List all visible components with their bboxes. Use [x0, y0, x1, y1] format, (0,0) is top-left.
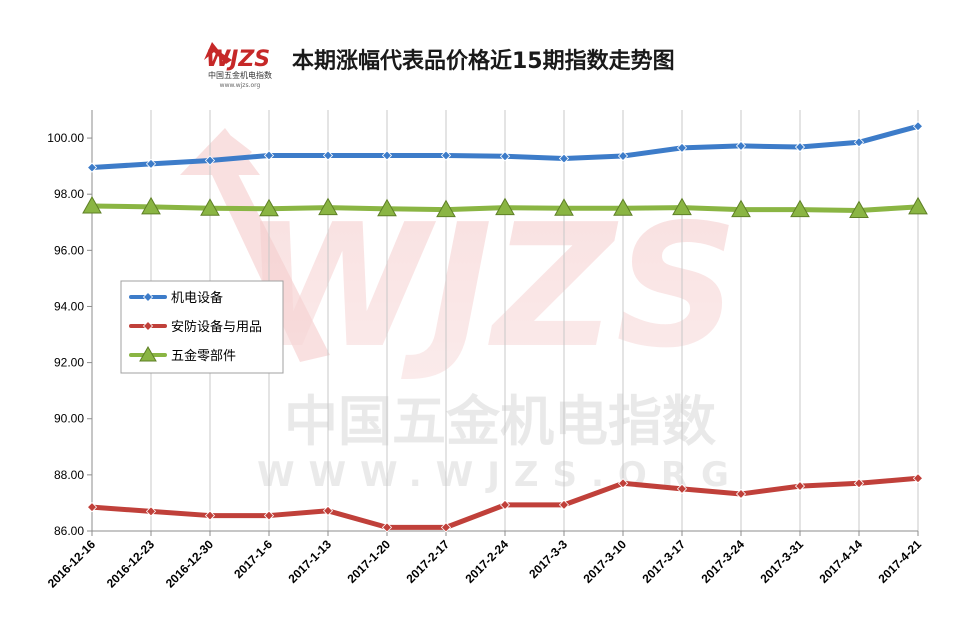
x-tick-label: 2017-3-24 [699, 537, 748, 586]
data-point [554, 198, 574, 216]
x-tick-label: 2016-12-16 [45, 537, 99, 591]
data-point [676, 142, 688, 153]
x-tick-label: 2017-3-10 [581, 537, 630, 586]
x-tick-label: 2017-4-14 [817, 537, 866, 586]
x-tick-label: 2017-3-17 [640, 537, 689, 586]
data-point [912, 121, 924, 132]
legend-label: 五金零部件 [171, 348, 236, 364]
data-point [617, 478, 629, 489]
logo-text: WJZS [206, 47, 270, 72]
data-point [145, 506, 157, 517]
x-tick-label: 2016-12-23 [104, 537, 158, 591]
x-tick-label: 2017-4-21 [876, 537, 925, 586]
data-point [322, 150, 334, 161]
data-point [495, 197, 515, 216]
data-point [617, 150, 629, 162]
legend-marker [139, 345, 157, 362]
legend-label: 机电设备 [171, 290, 223, 306]
data-point [613, 198, 633, 216]
data-point [377, 198, 397, 217]
data-point [790, 199, 810, 218]
y-tick-label: 94.00 [54, 299, 84, 313]
data-point [200, 198, 220, 216]
data-point [440, 150, 452, 161]
data-point [381, 522, 393, 533]
data-point [794, 481, 806, 492]
data-point [853, 137, 865, 148]
data-point [204, 155, 216, 166]
legend-marker [142, 320, 154, 332]
data-point [499, 499, 511, 510]
data-point [912, 473, 924, 484]
data-point [731, 199, 751, 218]
data-point [263, 150, 275, 161]
data-point [735, 140, 747, 151]
data-point [82, 195, 102, 214]
data-point [141, 196, 161, 215]
data-point [735, 488, 747, 500]
header-logo: WJZS 中国五金机电指数 www.wjzs.org [204, 42, 272, 89]
data-point [794, 141, 806, 153]
y-tick-label: 88.00 [54, 468, 84, 482]
data-point [263, 510, 275, 521]
x-tick-label: 2017-1-6 [231, 537, 275, 581]
data-point [849, 200, 869, 218]
data-point [145, 158, 157, 169]
y-tick-label: 92.00 [54, 356, 84, 370]
data-point [204, 510, 216, 521]
legend-label: 安防设备与用品 [171, 319, 262, 335]
watermark: WJZS 中国五金机电指数 WWW.WJZS.ORG [180, 128, 738, 495]
data-point [440, 522, 452, 533]
data-point [436, 199, 456, 218]
data-point [86, 162, 98, 173]
data-point [676, 483, 688, 494]
watermark-cn: 中国五金机电指数 [284, 390, 716, 453]
x-tick-label: 2017-3-3 [526, 537, 570, 581]
data-point [908, 196, 928, 215]
data-point [318, 197, 338, 216]
y-tick-label: 90.00 [54, 412, 84, 426]
y-tick-label: 98.00 [54, 187, 84, 201]
data-point [381, 150, 393, 161]
data-point [558, 499, 570, 510]
chart-title: 本期涨幅代表品价格近15期指数走势图 [292, 48, 675, 74]
data-point [86, 502, 98, 513]
y-tick-label: 86.00 [54, 524, 84, 538]
x-tick-label: 2017-3-31 [758, 537, 807, 586]
watermark-arrow-icon [180, 128, 330, 362]
logo-url: www.wjzs.org [220, 82, 261, 89]
x-tick-label: 2017-1-13 [286, 537, 335, 586]
logo-arrow-icon [204, 42, 232, 64]
data-point [853, 478, 865, 489]
data-point [558, 153, 570, 164]
x-tick-label: 2017-1-20 [345, 537, 394, 586]
x-tick-label: 2017-2-17 [404, 537, 453, 586]
watermark-logo: WJZS [242, 188, 738, 386]
y-tick-label: 100.00 [47, 131, 84, 145]
y-tick-label: 96.00 [54, 243, 84, 257]
x-tick-label: 2017-2-24 [463, 537, 512, 586]
data-point [259, 198, 279, 217]
data-point [672, 197, 692, 216]
logo-subtext: 中国五金机电指数 [208, 70, 272, 80]
data-point [322, 505, 334, 516]
legend-marker [142, 291, 154, 303]
data-point [499, 151, 511, 162]
x-tick-label: 2016-12-30 [163, 537, 217, 591]
